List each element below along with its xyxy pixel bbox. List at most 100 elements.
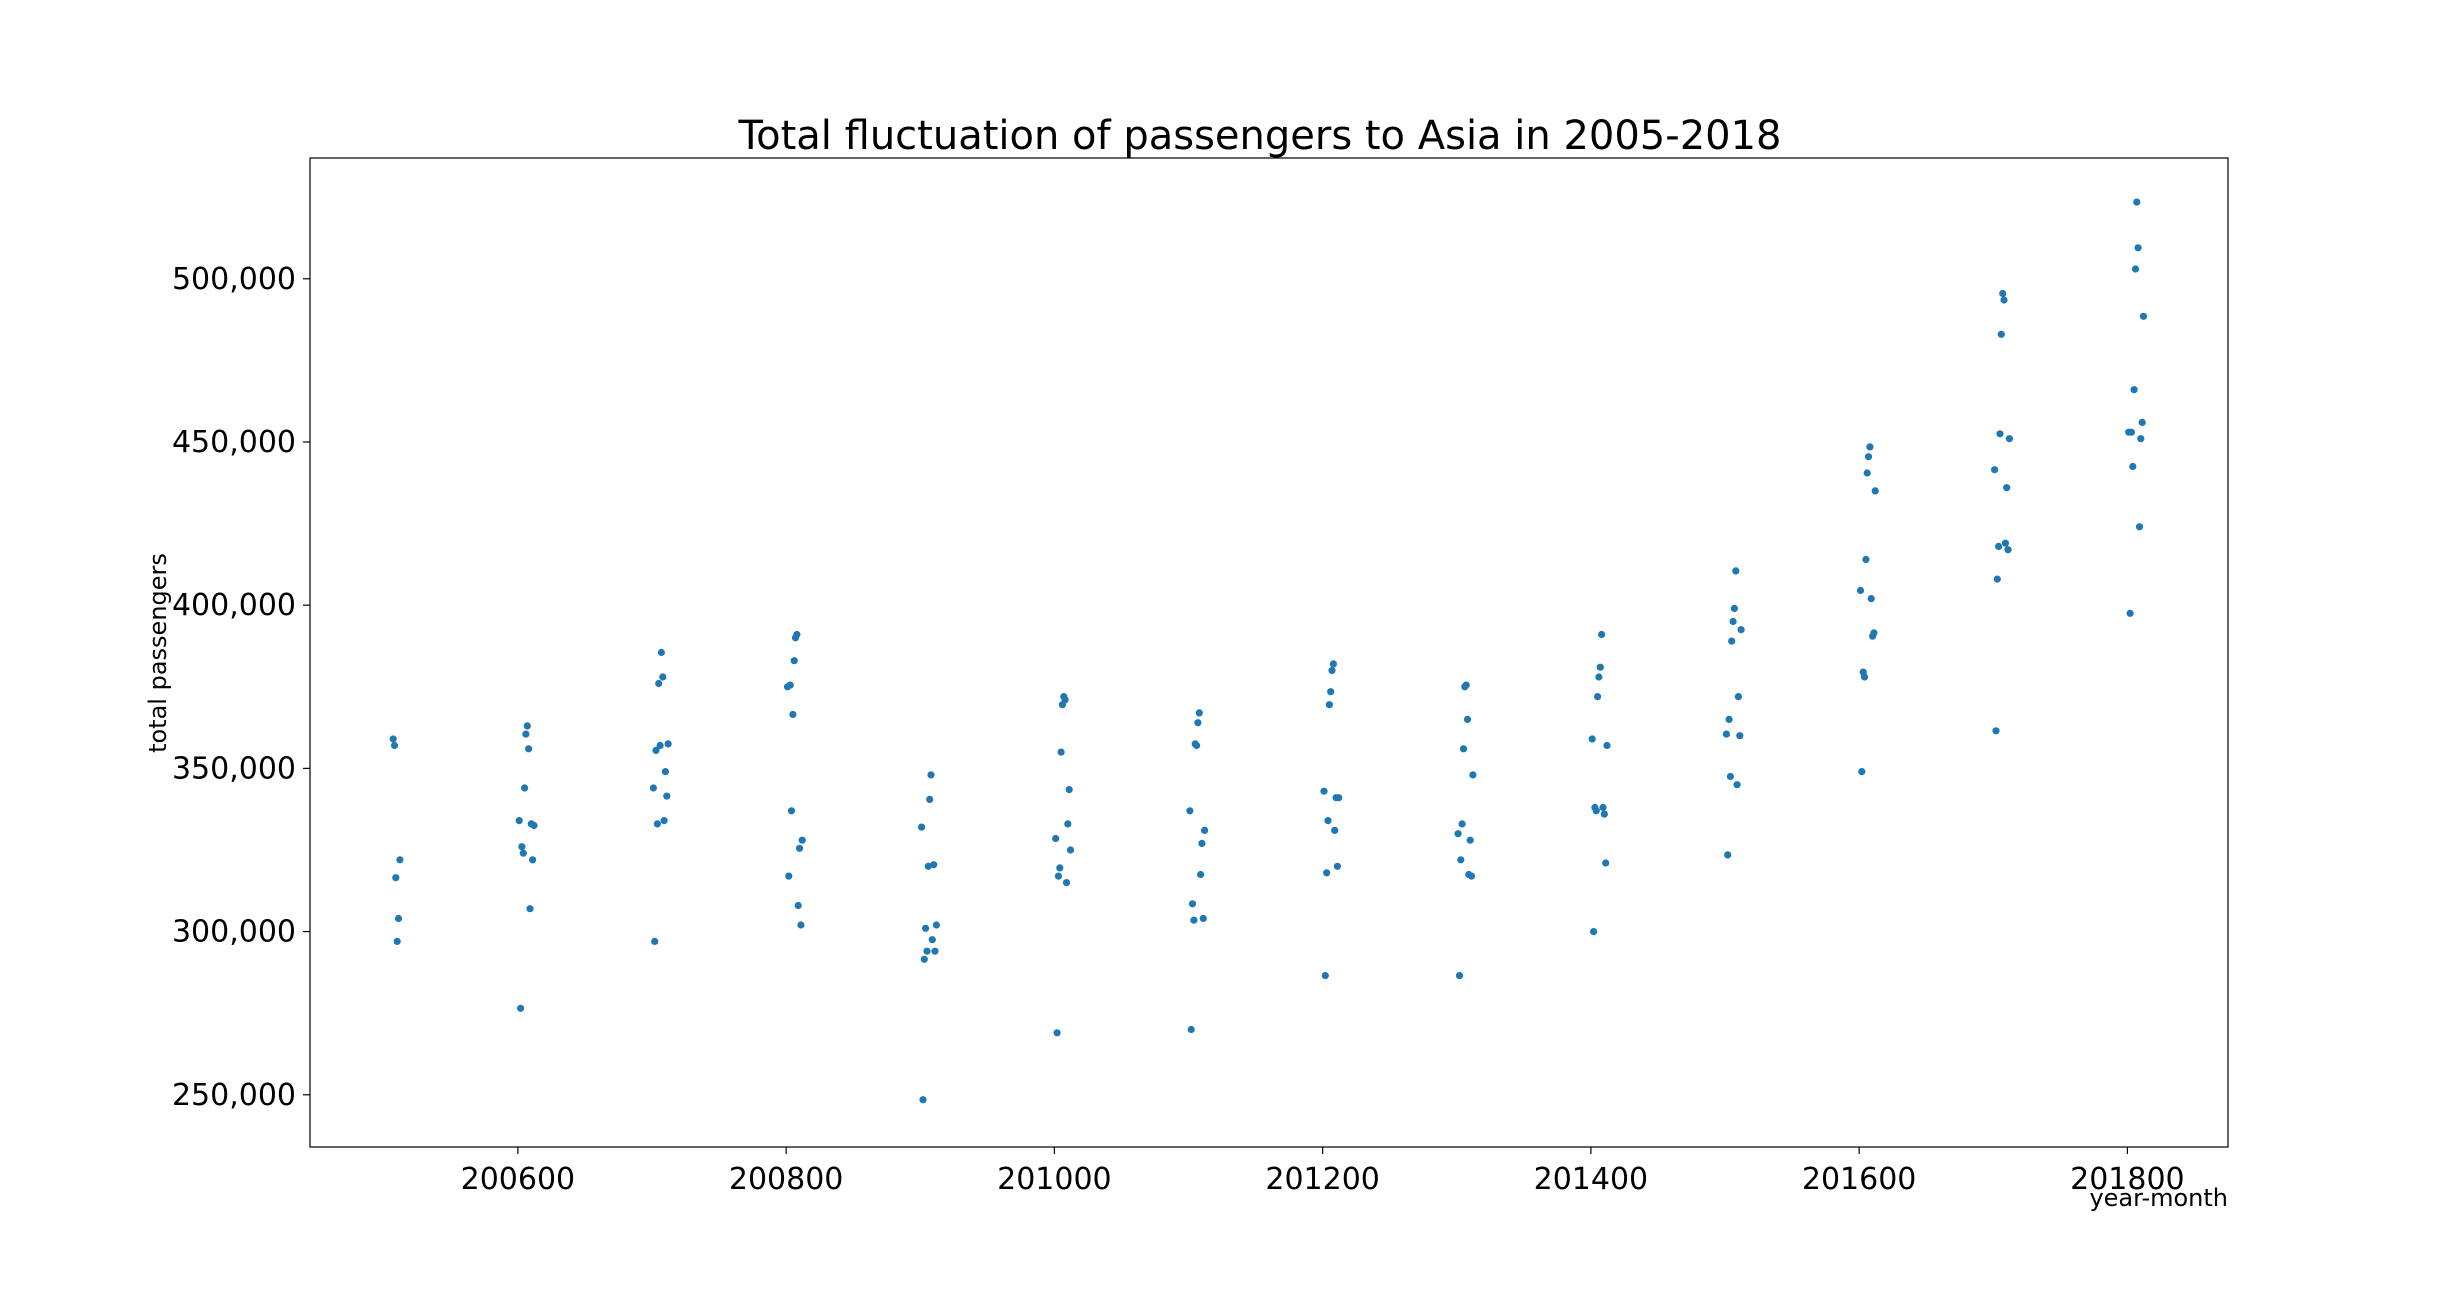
data-point xyxy=(1459,745,1468,753)
data-point xyxy=(393,937,401,946)
data-point xyxy=(1325,701,1333,709)
data-point xyxy=(2129,462,2137,471)
data-point xyxy=(1195,709,1203,717)
data-point xyxy=(1321,972,1329,980)
data-point xyxy=(1057,748,1065,756)
data-point xyxy=(2134,244,2142,252)
data-point xyxy=(1065,786,1073,794)
data-point xyxy=(1726,772,1734,781)
data-point xyxy=(390,741,399,750)
data-point xyxy=(1469,771,1477,779)
data-point xyxy=(1725,715,1733,724)
data-point xyxy=(525,745,533,753)
y-axis-ticks: 250,000 300,000 350,000 400,000 450,000 500,0… xyxy=(172,262,310,1113)
data-point xyxy=(1734,693,1742,701)
data-point xyxy=(2001,539,2009,547)
data-point xyxy=(1997,330,2005,338)
y-tick-label: 400,000 xyxy=(172,588,296,623)
data-point xyxy=(1600,810,1608,818)
data-point xyxy=(794,901,802,910)
data-point xyxy=(1856,586,1865,595)
data-point xyxy=(392,874,400,882)
data-point xyxy=(1588,735,1596,743)
data-point xyxy=(1595,673,1603,681)
y-axis-label: total passengers xyxy=(144,553,172,753)
data-point xyxy=(1724,851,1732,859)
data-point xyxy=(526,905,534,913)
data-point xyxy=(787,807,796,815)
data-point xyxy=(655,679,663,688)
data-point xyxy=(930,861,938,869)
data-point xyxy=(1592,807,1600,815)
data-point xyxy=(1864,453,1873,461)
y-tick-label: 350,000 xyxy=(172,751,296,786)
data-point xyxy=(1737,626,1745,634)
data-point xyxy=(657,648,666,657)
data-point xyxy=(1862,555,1870,564)
data-point xyxy=(2138,418,2146,426)
data-point xyxy=(661,768,670,776)
x-tick-label: 201400 xyxy=(1534,1162,1649,1197)
data-point xyxy=(2005,435,2013,443)
data-point xyxy=(1329,660,1337,668)
x-tick-label: 200600 xyxy=(461,1162,576,1197)
data-point xyxy=(2139,312,2148,320)
data-point xyxy=(649,784,658,792)
data-point xyxy=(1198,839,1206,848)
data-point xyxy=(1858,768,1866,776)
data-point xyxy=(2126,609,2134,617)
data-point xyxy=(1194,719,1202,727)
data-point xyxy=(1860,673,1869,681)
data-point xyxy=(797,921,805,929)
data-point xyxy=(663,792,671,800)
data-point xyxy=(1335,794,1343,802)
data-point xyxy=(1992,727,2000,735)
data-point xyxy=(664,740,672,748)
data-point xyxy=(1187,1025,1195,1034)
data-point xyxy=(1993,575,2001,583)
data-point xyxy=(798,836,806,844)
data-point xyxy=(1186,807,1194,815)
data-point xyxy=(1199,914,1207,923)
data-point xyxy=(789,710,797,719)
data-point xyxy=(530,821,538,830)
data-point xyxy=(785,872,793,880)
y-tick-label: 300,000 xyxy=(172,915,296,950)
data-point xyxy=(2133,198,2141,206)
data-point xyxy=(1602,859,1610,867)
data-point xyxy=(659,673,667,681)
data-point xyxy=(1201,826,1209,835)
data-point xyxy=(924,862,932,870)
data-point xyxy=(1729,617,1737,626)
data-point xyxy=(1053,1029,1061,1037)
data-point xyxy=(653,820,662,828)
x-tick-label: 201000 xyxy=(997,1162,1112,1197)
data-point xyxy=(1066,846,1075,854)
data-point xyxy=(2130,386,2138,394)
data-point xyxy=(931,947,939,955)
data-point xyxy=(2000,296,2008,304)
data-point xyxy=(1466,836,1474,844)
data-point xyxy=(1190,916,1198,924)
data-point xyxy=(1594,693,1602,701)
plot-area-frame xyxy=(309,157,2229,1148)
data-point xyxy=(1052,834,1060,843)
data-point xyxy=(1197,870,1205,879)
data-point xyxy=(932,921,941,929)
data-point xyxy=(2003,484,2011,492)
data-point xyxy=(1331,826,1339,835)
data-point xyxy=(1999,289,2007,298)
y-tick-label: 500,000 xyxy=(172,262,296,297)
y-tick-label: 250,000 xyxy=(172,1078,296,1113)
data-point xyxy=(656,741,664,750)
data-point xyxy=(1188,900,1197,908)
data-point xyxy=(652,746,660,755)
data-points xyxy=(389,198,2148,1104)
data-point xyxy=(1603,741,1611,750)
data-point xyxy=(1732,567,1740,575)
data-point xyxy=(660,817,668,825)
data-point xyxy=(519,849,527,857)
